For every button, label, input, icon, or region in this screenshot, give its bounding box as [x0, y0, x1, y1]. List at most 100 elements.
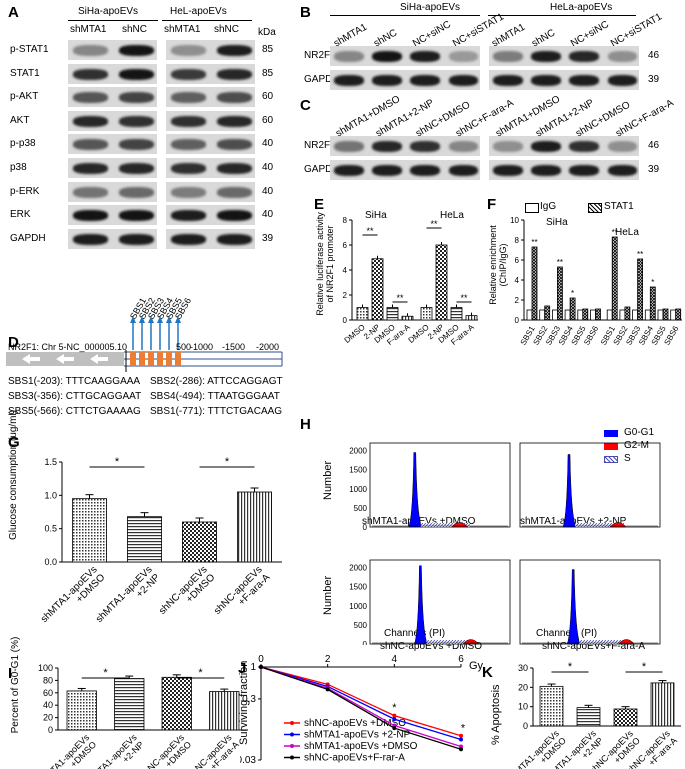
panel-a-band-0-1: [118, 45, 155, 56]
y-tick-label: 20: [518, 682, 528, 692]
hist-ytick-2: 1500: [349, 583, 367, 592]
y-tick-label: 0: [523, 721, 528, 731]
panel-b-strip-0-1: [489, 46, 639, 66]
panel-f-siha: SiHa: [546, 217, 568, 228]
sig-f-8: **: [637, 250, 643, 259]
panel-i-chart: 020406080100shMTA1-apoEVs+DMSOshMTA1-apo…: [36, 663, 248, 769]
panel-a-band-8-0: [72, 233, 109, 245]
panel-a-row-kda-0: 85: [262, 44, 274, 55]
series-point-3-3: [459, 747, 463, 752]
x-tick-label: 6: [458, 655, 464, 665]
panel-a-band-6-1: [118, 186, 155, 198]
bar-igg-10: [657, 309, 664, 321]
series-line-3: [260, 666, 462, 750]
panel-d-tick-3: -1500: [222, 342, 246, 352]
panel-g-label: G: [8, 434, 20, 451]
panel-a-band-5-1: [118, 163, 155, 174]
panel-f-label: F: [487, 196, 497, 213]
bar-g-2: [182, 521, 217, 563]
bar-stat1-0: [531, 246, 538, 321]
panel-b-band-0-3: [448, 51, 479, 62]
hist-frame-3: [519, 559, 661, 645]
panel-g-ylabel: Glucose consumption (ug/ml): [8, 409, 19, 540]
panel-h-title-4: shNC-apoEVs+F-ara-A: [542, 641, 646, 652]
seq-sbs4: SBS4(-494): TTAATGGGAAT: [150, 391, 280, 402]
hist-frame-2: [369, 559, 511, 645]
bar-igg-8: [632, 309, 639, 321]
legend-label-2: shMTA1-apoEVs +DMSO: [304, 741, 418, 752]
panel-a-row-kda-4: 40: [262, 138, 274, 150]
sig-f-9: *: [651, 278, 654, 287]
panel-a-row-kda-7: 40: [262, 209, 274, 221]
panel-c-strip-0-1: [489, 136, 639, 156]
panel-a-group-2: HeL-apoEVs: [170, 6, 227, 17]
bar-stat1-7: [624, 306, 631, 321]
panel-a-band-4-1: [118, 139, 155, 151]
panel-b-band-0-2: [410, 51, 441, 62]
panel-b-band-1-1: [372, 75, 402, 86]
panel-a-band-6-0: [72, 186, 109, 198]
hist-ytick-0: 0: [363, 523, 368, 532]
hist-ytick-2: 0: [363, 640, 368, 645]
bar-igg-6: [606, 309, 613, 321]
legend-igg-label: IgG: [540, 201, 557, 212]
hist-ytick-2: 2000: [349, 564, 367, 573]
legend-label-1: shMTA1-apoEVs +2-NP: [304, 730, 411, 741]
panel-b-row-kda-1: 39: [648, 74, 660, 85]
y-tick-label: 40: [43, 700, 53, 710]
sbs-arrowhead-4: [157, 316, 163, 323]
panel-b-band-0-6: [569, 51, 600, 62]
sig-k-0: *: [568, 661, 573, 673]
panel-b-row-label-0: NR2F1: [304, 50, 336, 61]
y-tick-label: 0: [515, 316, 520, 325]
bar-stat1-6: [611, 236, 618, 321]
legend-g0g1-label: G0-G1: [624, 427, 655, 438]
panel-c-band-1-4: [492, 165, 523, 176]
x-label-f-5: SBS6: [582, 324, 600, 345]
panel-a-row-label-1: STAT1: [10, 67, 40, 79]
panel-a-group-line-2: [162, 20, 252, 21]
bar-i-2: [161, 676, 192, 731]
bar-stat1-8: [637, 258, 644, 321]
panel-a-band-7-3: [216, 210, 253, 222]
panel-a-row-label-3: AKT: [10, 114, 30, 126]
series-point-0-2: [392, 713, 397, 718]
panel-a-lane-3: shMTA1: [164, 24, 201, 35]
panel-e-siha: SiHa: [365, 210, 387, 221]
panel-c-label: C: [300, 97, 311, 114]
legend-marker-2: [290, 744, 294, 748]
series-point-1-3: [459, 737, 463, 742]
x-label-g-0: shMTA1-apoEVs+DMSO: [39, 564, 108, 633]
x-label-i-0: shMTA1-apoEVs+DMSO: [36, 732, 98, 769]
bar-e-2: [386, 307, 399, 321]
x-label-g-3: shNC-apoEVs+F-ara-A: [212, 564, 273, 625]
panel-a-row-label-5: p38: [10, 162, 27, 173]
y-tick-label: 1.5: [44, 457, 57, 467]
sig-i-1: *: [198, 667, 203, 679]
x-label-i-3: shNC-apoEVs+F-ara-A: [186, 732, 241, 769]
s-phase-0: [420, 523, 470, 527]
panel-a-band-3-0: [72, 115, 109, 127]
g0g1-peak-3: [566, 569, 581, 645]
panel-d-tick-2: -1000: [190, 342, 214, 352]
g0g1-peak-1: [562, 454, 577, 528]
panel-c-band-1-3: [448, 165, 479, 176]
seq-sbs6: SBS1(-771): TTTCTGACAAG: [150, 406, 283, 417]
panel-a-row-label-4: p-p38: [10, 138, 36, 150]
sig-f-2: **: [557, 258, 563, 267]
panel-e-chart: 02468DMSO2-NPDMSOF-ara-ADMSO2-NPDMSOF-ar…: [343, 216, 478, 345]
panel-a-group-line-1: [68, 20, 158, 21]
panel-a-row-kda-6: 40: [262, 185, 274, 197]
panel-c-band-0-0: [333, 141, 364, 152]
y-tick-label: 4: [343, 266, 348, 275]
sbs-site-bars: [130, 316, 181, 366]
bar-e-4: [420, 307, 433, 321]
panel-j-label: J: [238, 660, 247, 677]
hist-frame-1: [519, 442, 661, 528]
panel-a-band-2-0: [72, 92, 109, 104]
panel-a-row-kda-2: 60: [262, 91, 274, 103]
sig-e-0: **: [366, 226, 374, 236]
panel-a-band-8-3: [216, 233, 253, 245]
bar-e-6: [450, 307, 463, 321]
panel-d-schematic: [6, 316, 283, 372]
